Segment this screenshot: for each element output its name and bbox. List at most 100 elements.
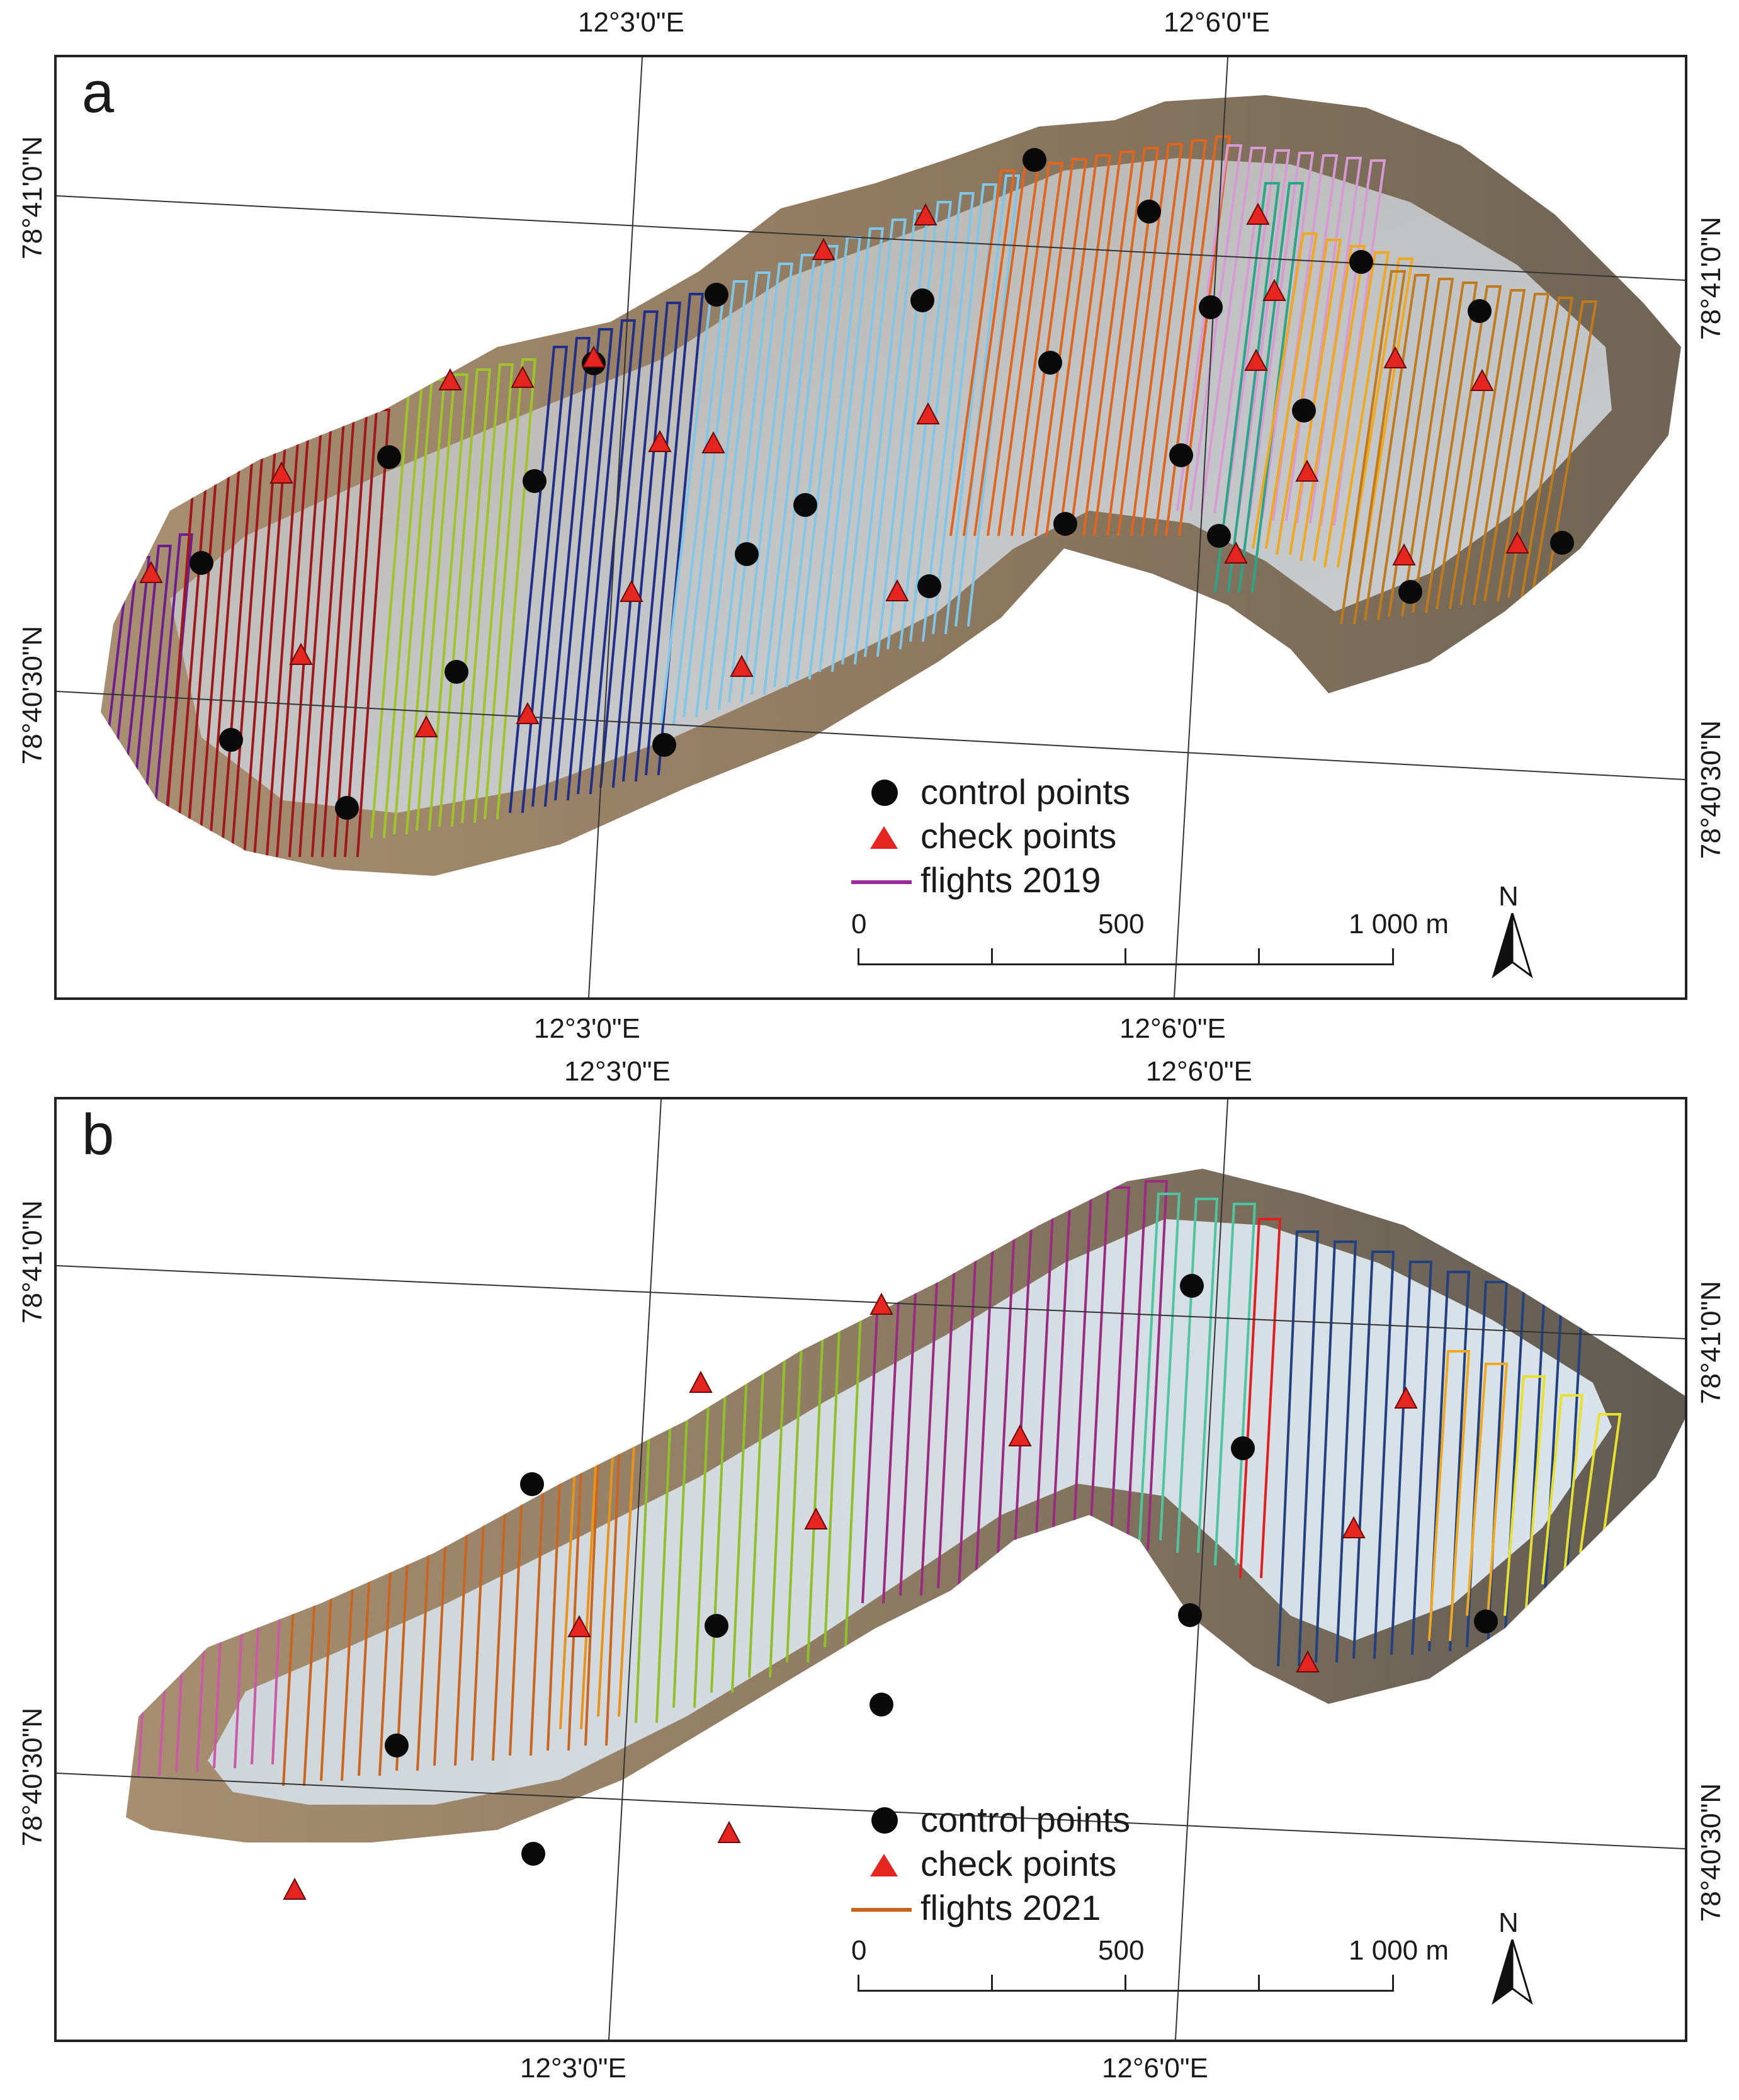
check-point [730, 654, 754, 677]
control-point [870, 1693, 893, 1717]
flight-line [683, 280, 749, 718]
lat-label-a-lower-left: 78°40'30"N [17, 625, 48, 765]
flight-line [932, 183, 998, 635]
check-point-symbol [870, 1854, 898, 1876]
flight-line [645, 293, 704, 776]
flight-line [1200, 147, 1267, 514]
flight-line [1483, 293, 1550, 602]
check-point [289, 642, 313, 665]
north-arrow-icon [1492, 1939, 1533, 2005]
control-point-symbol [871, 1807, 898, 1834]
legend-check-label: check points [920, 816, 1117, 856]
scale-label-0: 0 [851, 1935, 867, 1966]
legend-row-check: check points [851, 815, 1204, 859]
panel-letter: b [82, 1103, 115, 1167]
legend-row-check: check points [851, 1842, 1204, 1887]
flight-line [1459, 289, 1526, 606]
flight-line [1214, 182, 1281, 593]
legend-control-label: control points [920, 1800, 1131, 1839]
control-point [1349, 250, 1373, 274]
graticule-a [57, 57, 1685, 997]
check-point [516, 701, 540, 724]
check-point [916, 402, 940, 424]
flight-line [1352, 1251, 1395, 1659]
check-point [1342, 1516, 1366, 1538]
check-point [567, 1615, 591, 1637]
flight-line [1531, 300, 1598, 594]
check-point [283, 1877, 307, 1900]
flight-line [819, 227, 885, 673]
lat-label-a-upper-left: 78°41'0"N [17, 136, 48, 259]
scale-bar-a: 0 500 1 000 m [851, 909, 1449, 992]
lon-label-b-top-left: 12°3'0"E [564, 1056, 671, 1087]
control-point [523, 469, 547, 493]
lat-label-a-lower-right: 78°40'30"N [1696, 720, 1726, 860]
north-label: N [1498, 881, 1519, 912]
control-point [910, 288, 934, 312]
flight-line [773, 245, 839, 688]
north-label: N [1498, 1907, 1519, 1938]
flight-line [1276, 239, 1342, 555]
control-point [385, 1734, 409, 1757]
legend-check-label: check points [920, 1844, 1117, 1883]
control-point [335, 796, 359, 820]
legend-control-label: control points [920, 772, 1131, 812]
lon-label-b-bottom-left: 12°3'0"E [520, 2053, 626, 2084]
check-point [1246, 202, 1270, 225]
check-point [1224, 541, 1248, 564]
scale-label-500: 500 [1098, 1935, 1145, 1966]
check-point [269, 461, 293, 484]
legend-row-control: control points [851, 771, 1204, 815]
control-point [1169, 443, 1193, 467]
survey-points-a [139, 148, 1574, 820]
flight-line [126, 1589, 136, 1780]
check-point [701, 431, 725, 453]
flight-line [1224, 149, 1291, 516]
check-point [414, 715, 438, 737]
check-point [804, 1507, 828, 1530]
flight-line [1320, 159, 1386, 526]
legend-row-control: control points [851, 1798, 1204, 1842]
check-point [438, 368, 462, 390]
flight-line [1466, 1363, 1509, 1616]
panel-letter: a [82, 60, 115, 125]
legend-b: control points check points flights 2021 [851, 1798, 1204, 1931]
scale-label-0: 0 [851, 909, 867, 939]
check-point [139, 560, 163, 583]
flight-line [577, 319, 636, 795]
north-arrow-a: N [1487, 883, 1538, 984]
flight-line [1364, 274, 1430, 621]
control-point [735, 542, 759, 566]
scale-bar-b: 0 500 1 000 m [851, 1935, 1449, 2019]
control-point [1550, 531, 1574, 555]
flight-line [1412, 281, 1478, 613]
check-point [1008, 1424, 1032, 1446]
lon-label-b-bottom-right: 12°6'0"E [1102, 2053, 1208, 2084]
flight-line [751, 254, 817, 695]
flight-line [1541, 1394, 1584, 1585]
map-panel-b: b control points check points flights 20… [54, 1097, 1687, 2042]
flight-line [599, 310, 659, 788]
control-point [793, 493, 817, 517]
flight-line-symbol [851, 1908, 912, 1912]
scale-label-500: 500 [1098, 909, 1145, 939]
flight-line [886, 201, 953, 650]
flight-line [997, 162, 1064, 536]
survey-points-b [283, 1274, 1498, 1900]
flight-line [1347, 258, 1414, 574]
lon-label-a-top-right: 12°6'0"E [1164, 7, 1270, 38]
lon-label-a-bottom-left: 12°3'0"E [534, 1013, 640, 1044]
control-point [1053, 512, 1077, 536]
control-point [1180, 1274, 1204, 1298]
check-point [582, 345, 606, 368]
control-point [917, 574, 941, 598]
flight-line [1323, 251, 1390, 568]
lat-label-b-upper-right: 78°41'0"N [1696, 1281, 1726, 1404]
flight-line-symbol [851, 880, 912, 884]
flight-line [1428, 1350, 1471, 1642]
legend-flights-label: flights 2021 [920, 1888, 1101, 1927]
check-point [1244, 348, 1268, 371]
scale-label-1000: 1 000 m [1349, 909, 1449, 939]
flight-line [1021, 158, 1088, 536]
control-point [445, 660, 468, 684]
